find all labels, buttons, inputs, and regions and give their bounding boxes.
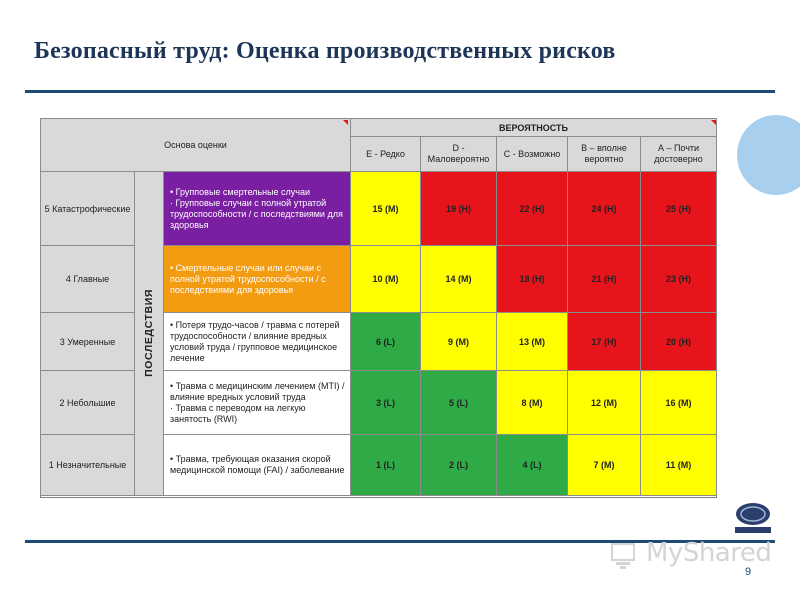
risk-cell: 23 (H) <box>640 245 717 313</box>
risk-cell: 22 (H) <box>496 171 568 246</box>
risk-cell: 17 (H) <box>567 312 641 371</box>
description-line: • Травма с медицинским лечением (MTI) / … <box>170 380 345 402</box>
basis-header: Основа оценки <box>40 118 351 172</box>
title-divider <box>25 90 775 93</box>
footer-divider <box>25 540 775 543</box>
severity-label: 3 Умеренные <box>40 312 135 371</box>
risk-matrix-table: Основа оценки ВЕРОЯТНОСТЬ Е - Редко D - … <box>40 118 717 496</box>
description-line: • Смертельные случаи или случаи с полной… <box>170 262 326 295</box>
consequence-description: • Травма с медицинским лечением (MTI) / … <box>163 370 351 435</box>
risk-cell: 12 (M) <box>567 370 641 435</box>
watermark-text: MyShared <box>646 538 772 568</box>
page-number: 9 <box>745 566 752 578</box>
risk-cell: 24 (H) <box>567 171 641 246</box>
severity-label: 1 Незначительные <box>40 434 135 496</box>
risk-cell: 4 (L) <box>496 434 568 496</box>
risk-cell: 7 (M) <box>567 434 641 496</box>
matrix-row: 5 Катастрофические ПОСЛЕДСТВИЯ • Групповые… <box>40 171 717 496</box>
risk-cell: 11 (M) <box>640 434 717 496</box>
risk-cell: 19 (H) <box>420 171 497 246</box>
consequences-label-cell: ПОСЛЕДСТВИЯ <box>134 171 164 496</box>
risk-cell: 14 (M) <box>420 245 497 313</box>
risk-cell: 5 (L) <box>420 370 497 435</box>
matrix-row: 3 Умеренные • Потеря трудо-часов / травма… <box>40 312 717 371</box>
watermark-icon <box>611 543 635 569</box>
slide-title: Безопасный труд: Оценка производственных… <box>34 38 616 64</box>
risk-cell: 1 (L) <box>350 434 421 496</box>
prob-col-d: D - Маловероятно <box>420 136 497 172</box>
risk-cell: 21 (H) <box>567 245 641 313</box>
matrix-row: 2 Небольшие • Травма с медицинским лечени… <box>40 370 717 435</box>
risk-cell: 20 (H) <box>640 312 717 371</box>
description-line: • Потеря трудо-часов / травма с потерей … <box>170 319 340 363</box>
description-line: • Групповые смертельные случаи <box>170 186 311 197</box>
prob-col-b: В – вполне вероятно <box>567 136 641 172</box>
prob-col-a: А – Почти достоверно <box>640 136 717 172</box>
risk-cell: 25 (H) <box>640 171 717 246</box>
company-logo-icon <box>735 503 771 533</box>
risk-cell: 9 (M) <box>420 312 497 371</box>
corner-marker <box>711 120 716 125</box>
consequence-description: • Потеря трудо-часов / травма с потерей … <box>163 312 351 371</box>
consequence-description: • Смертельные случаи или случаи с полной… <box>163 245 351 313</box>
risk-cell: 8 (M) <box>496 370 568 435</box>
description-line: · Травма с переводом на легкую занятость… <box>170 402 306 424</box>
probability-header: ВЕРОЯТНОСТЬ <box>350 118 717 137</box>
corner-marker <box>343 120 348 125</box>
risk-cell: 18 (H) <box>496 245 568 313</box>
consequences-label: ПОСЛЕДСТВИЯ <box>143 288 155 377</box>
severity-label: 4 Главные <box>40 245 135 313</box>
risk-cell: 13 (M) <box>496 312 568 371</box>
prob-col-e: Е - Редко <box>350 136 421 172</box>
severity-label: 5 Катастрофические <box>40 171 135 246</box>
severity-label: 2 Небольшие <box>40 370 135 435</box>
risk-cell: 3 (L) <box>350 370 421 435</box>
description-line: · Групповые случаи с полной утратой труд… <box>170 197 343 230</box>
risk-cell: 15 (M) <box>350 171 421 246</box>
matrix-row: 4 Главные • Смертельные случаи или случаи… <box>40 245 717 313</box>
matrix-row: 1 Незначительные • Травма, требующая оказ… <box>40 434 717 496</box>
risk-cell: 10 (M) <box>350 245 421 313</box>
decorative-circle <box>737 115 800 195</box>
risk-cell: 6 (L) <box>350 312 421 371</box>
consequence-description: • Групповые смертельные случаи · Групповы… <box>163 171 351 246</box>
risk-cell: 16 (M) <box>640 370 717 435</box>
risk-cell: 2 (L) <box>420 434 497 496</box>
description-line: • Травма, требующая оказания скорой меди… <box>170 454 345 475</box>
prob-col-c: С - Возможно <box>496 136 568 172</box>
consequence-description: • Травма, требующая оказания скорой меди… <box>163 434 351 496</box>
